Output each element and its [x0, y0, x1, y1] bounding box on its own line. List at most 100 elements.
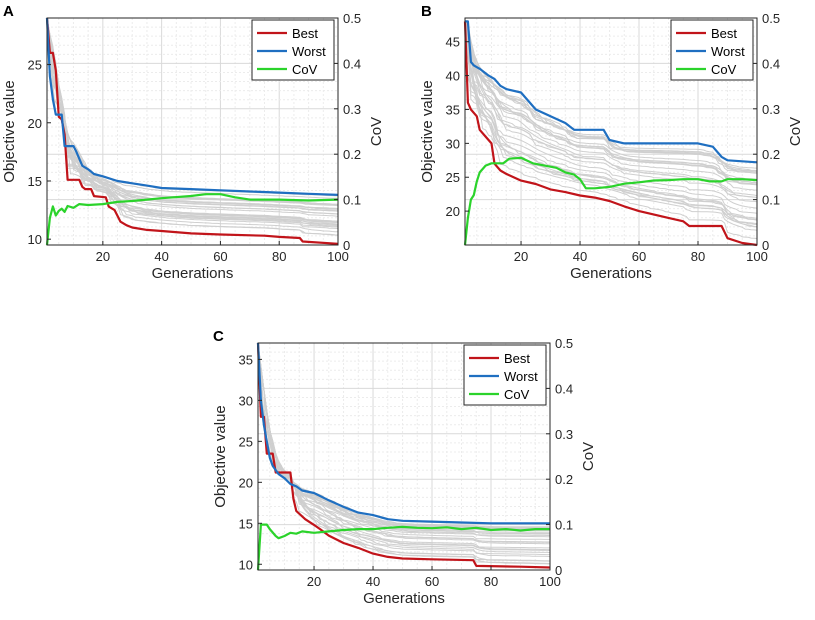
y-axis-label: Objective value — [212, 405, 229, 508]
x-axis-label: Generations — [363, 590, 445, 607]
y2-tick-label: 0.4 — [762, 56, 780, 71]
series-line-worst — [256, 342, 550, 525]
plot-frame — [257, 342, 551, 571]
y-axis-label: Objective value — [419, 80, 436, 183]
y-tick-label: 25 — [446, 170, 460, 185]
population-trace — [464, 21, 758, 219]
y2-tick-label: 0 — [762, 238, 769, 253]
population-trace — [46, 17, 339, 215]
series-line-cov — [256, 523, 550, 571]
population-trace — [464, 21, 758, 186]
population-trace — [257, 342, 550, 538]
population-trace — [46, 17, 339, 212]
y-tick-label: 10 — [239, 557, 253, 572]
y2-tick-label: 0.4 — [343, 56, 361, 71]
y2-tick-label: 0.1 — [555, 518, 573, 533]
panel-c: 20 40 60 80 100 10 15 20 25 30 35 0 0.1 0.2 0.3 0.4 0.5 G… — [212, 328, 597, 607]
population-trace — [257, 342, 551, 557]
x-tick-label: 100 — [746, 249, 768, 264]
y2-tick-label: 0.3 — [762, 102, 780, 117]
y2-tick-label: 0.5 — [343, 11, 361, 26]
y-tick-label: 20 — [446, 204, 460, 219]
y-axis-label: Objective value — [1, 80, 18, 183]
y2-tick-label: 0 — [343, 238, 350, 253]
y2-tick-label: 0.3 — [343, 102, 361, 117]
y-tick-label: 10 — [28, 232, 42, 247]
y2-axis-label: CoV — [580, 442, 597, 471]
legend-label-worst: Worst — [292, 44, 326, 59]
x-tick-label: 40 — [366, 574, 380, 589]
population-trace — [464, 21, 758, 180]
y-tick-label: 30 — [446, 136, 460, 151]
population-trace — [464, 21, 758, 214]
panel-letter: A — [3, 3, 14, 20]
y2-tick-label: 0.2 — [343, 147, 361, 162]
population-traces — [46, 17, 339, 236]
series-line-best — [463, 21, 758, 247]
plot-frame — [46, 17, 339, 246]
population-trace — [464, 21, 758, 173]
population-trace — [257, 342, 550, 536]
population-trace — [257, 342, 550, 564]
legend-label-cov: CoV — [292, 62, 318, 77]
legend: Best Worst CoV — [670, 19, 754, 81]
y2-tick-label: 0.4 — [555, 381, 573, 396]
x-axis-label: Generations — [570, 265, 652, 282]
panel-letter: B — [421, 3, 432, 20]
population-trace — [464, 21, 758, 198]
y-tick-label: 35 — [239, 352, 253, 367]
panel-b: 20 40 60 80 100 20 25 30 35 40 45 0 0.1 0.2 0.3 0.4 0.5 G… — [419, 3, 804, 282]
x-tick-label: 60 — [425, 574, 439, 589]
y-tick-label: 15 — [239, 516, 253, 531]
y-tick-label: 35 — [446, 102, 460, 117]
y-tick-label: 40 — [446, 69, 460, 84]
population-trace — [257, 342, 551, 545]
x-tick-label: 40 — [573, 249, 587, 264]
y-tick-label: 30 — [239, 393, 253, 408]
population-trace — [46, 17, 339, 225]
population-trace — [46, 17, 339, 228]
legend-label-best: Best — [711, 26, 737, 41]
y-tick-label: 25 — [239, 434, 253, 449]
y2-tick-label: 0.2 — [555, 472, 573, 487]
y-tick-label: 45 — [446, 35, 460, 50]
x-tick-label: 20 — [96, 249, 110, 264]
series-line-best — [256, 342, 551, 569]
legend-label-worst: Worst — [504, 369, 538, 384]
y2-tick-label: 0.2 — [762, 147, 780, 162]
y2-tick-label: 0.3 — [555, 427, 573, 442]
series-line-worst — [45, 17, 339, 196]
legend: Best Worst CoV — [463, 344, 547, 406]
x-tick-label: 60 — [632, 249, 646, 264]
series-line-cov — [45, 193, 339, 246]
population-trace — [46, 17, 338, 233]
x-tick-label: 20 — [307, 574, 321, 589]
y-tick-label: 20 — [239, 475, 253, 490]
population-trace — [257, 342, 551, 551]
y-tick-label: 25 — [28, 58, 42, 73]
x-tick-label: 80 — [484, 574, 498, 589]
x-tick-label: 100 — [327, 249, 349, 264]
series-line-best — [45, 17, 339, 245]
population-trace — [46, 17, 339, 207]
x-tick-label: 60 — [213, 249, 227, 264]
legend-label-cov: CoV — [504, 387, 530, 402]
legend-label-best: Best — [292, 26, 318, 41]
population-trace — [257, 342, 550, 540]
population-trace — [464, 21, 758, 191]
legend-label-worst: Worst — [711, 44, 745, 59]
y2-tick-label: 0.1 — [762, 193, 780, 208]
population-trace — [464, 21, 758, 174]
series-line-cov — [463, 156, 758, 246]
population-trace — [464, 21, 758, 172]
panel-letter: C — [213, 328, 224, 345]
y2-tick-label: 0.1 — [343, 193, 361, 208]
panel-a: 20 40 60 80 100 10 15 20 25 0 0.1 0.2 0.3 0.4 0.5 Gener… — [1, 3, 385, 282]
plot-frame — [464, 17, 758, 246]
grid-b — [465, 18, 758, 245]
series-line-worst — [465, 20, 758, 164]
x-tick-label: 80 — [691, 249, 705, 264]
x-tick-label: 20 — [514, 249, 528, 264]
population-trace — [257, 342, 550, 543]
